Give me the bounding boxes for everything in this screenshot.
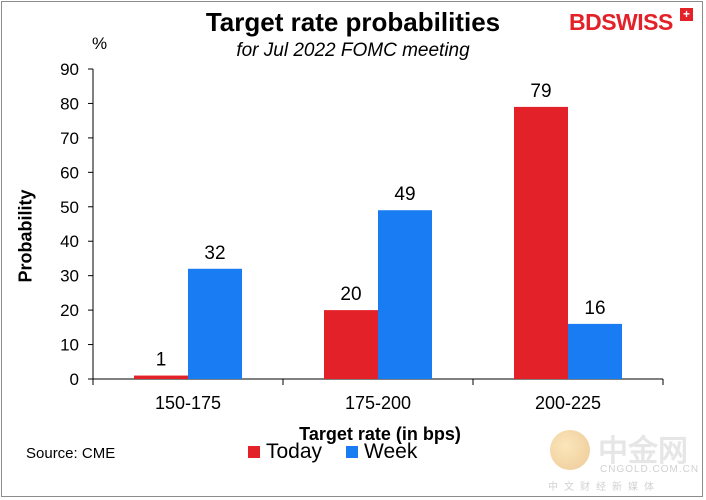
data-label-week-200-225: 16 bbox=[584, 298, 605, 319]
data-label-today-175-200: 20 bbox=[340, 284, 361, 305]
y-tick-label: 40 bbox=[60, 232, 79, 251]
brand-logo-text: BDSWISS bbox=[569, 9, 673, 35]
y-tick-label: 0 bbox=[70, 370, 79, 389]
y-axis-unit: % bbox=[92, 34, 108, 53]
bar-today-200-225 bbox=[514, 106, 568, 379]
watermark: 中金网 CNGOLD.COM.CN 中文财经新媒体 bbox=[540, 420, 700, 493]
x-tick-label-200-225: 200-225 bbox=[535, 393, 601, 413]
bar-week-200-225 bbox=[568, 323, 622, 379]
y-tick-label: 70 bbox=[60, 129, 79, 148]
data-label-today-150-175: 1 bbox=[156, 350, 167, 371]
x-tick-label-175-200: 175-200 bbox=[345, 393, 411, 413]
legend-label-today: Today bbox=[266, 440, 323, 463]
legend-swatch-week bbox=[346, 446, 359, 458]
bar-week-175-200 bbox=[378, 210, 432, 379]
legend-swatch-today bbox=[248, 446, 260, 458]
data-label-today-200-225: 79 bbox=[530, 81, 551, 102]
y-tick-label: 30 bbox=[60, 267, 79, 286]
legend-item-today: Today bbox=[248, 440, 322, 464]
brand-plus-icon: + bbox=[680, 8, 693, 21]
y-tick-label: 20 bbox=[60, 301, 79, 320]
y-tick-label: 10 bbox=[60, 336, 79, 355]
chart-subtitle: for Jul 2022 FOMC meeting bbox=[236, 40, 470, 61]
bar-today-175-200 bbox=[324, 310, 378, 379]
y-tick-label: 90 bbox=[60, 60, 79, 79]
y-tick-label: 60 bbox=[60, 163, 79, 182]
legend: Today Week bbox=[248, 440, 441, 464]
chart-title: Target rate probabilities bbox=[205, 7, 501, 37]
legend-label-week: Week bbox=[364, 440, 418, 463]
watermark-sub-text: 中文财经新媒体 bbox=[548, 482, 660, 493]
legend-item-week: Week bbox=[346, 440, 417, 464]
bar-today-150-175 bbox=[134, 375, 188, 379]
watermark-en-text: CNGOLD.COM.CN bbox=[600, 464, 700, 475]
y-tick-label: 50 bbox=[60, 198, 79, 217]
watermark-cn-text: 中金网 bbox=[598, 435, 688, 468]
data-label-week-150-175: 32 bbox=[204, 243, 225, 264]
x-tick-label-150-175: 150-175 bbox=[155, 393, 221, 413]
x-axis-label: Target rate (in bps) bbox=[299, 424, 461, 444]
watermark-logo-icon bbox=[550, 430, 590, 470]
data-label-week-175-200: 49 bbox=[394, 184, 415, 205]
y-tick-label: 80 bbox=[60, 94, 79, 113]
bar-week-150-175 bbox=[188, 268, 242, 379]
source-note: Source: CME bbox=[26, 445, 116, 462]
